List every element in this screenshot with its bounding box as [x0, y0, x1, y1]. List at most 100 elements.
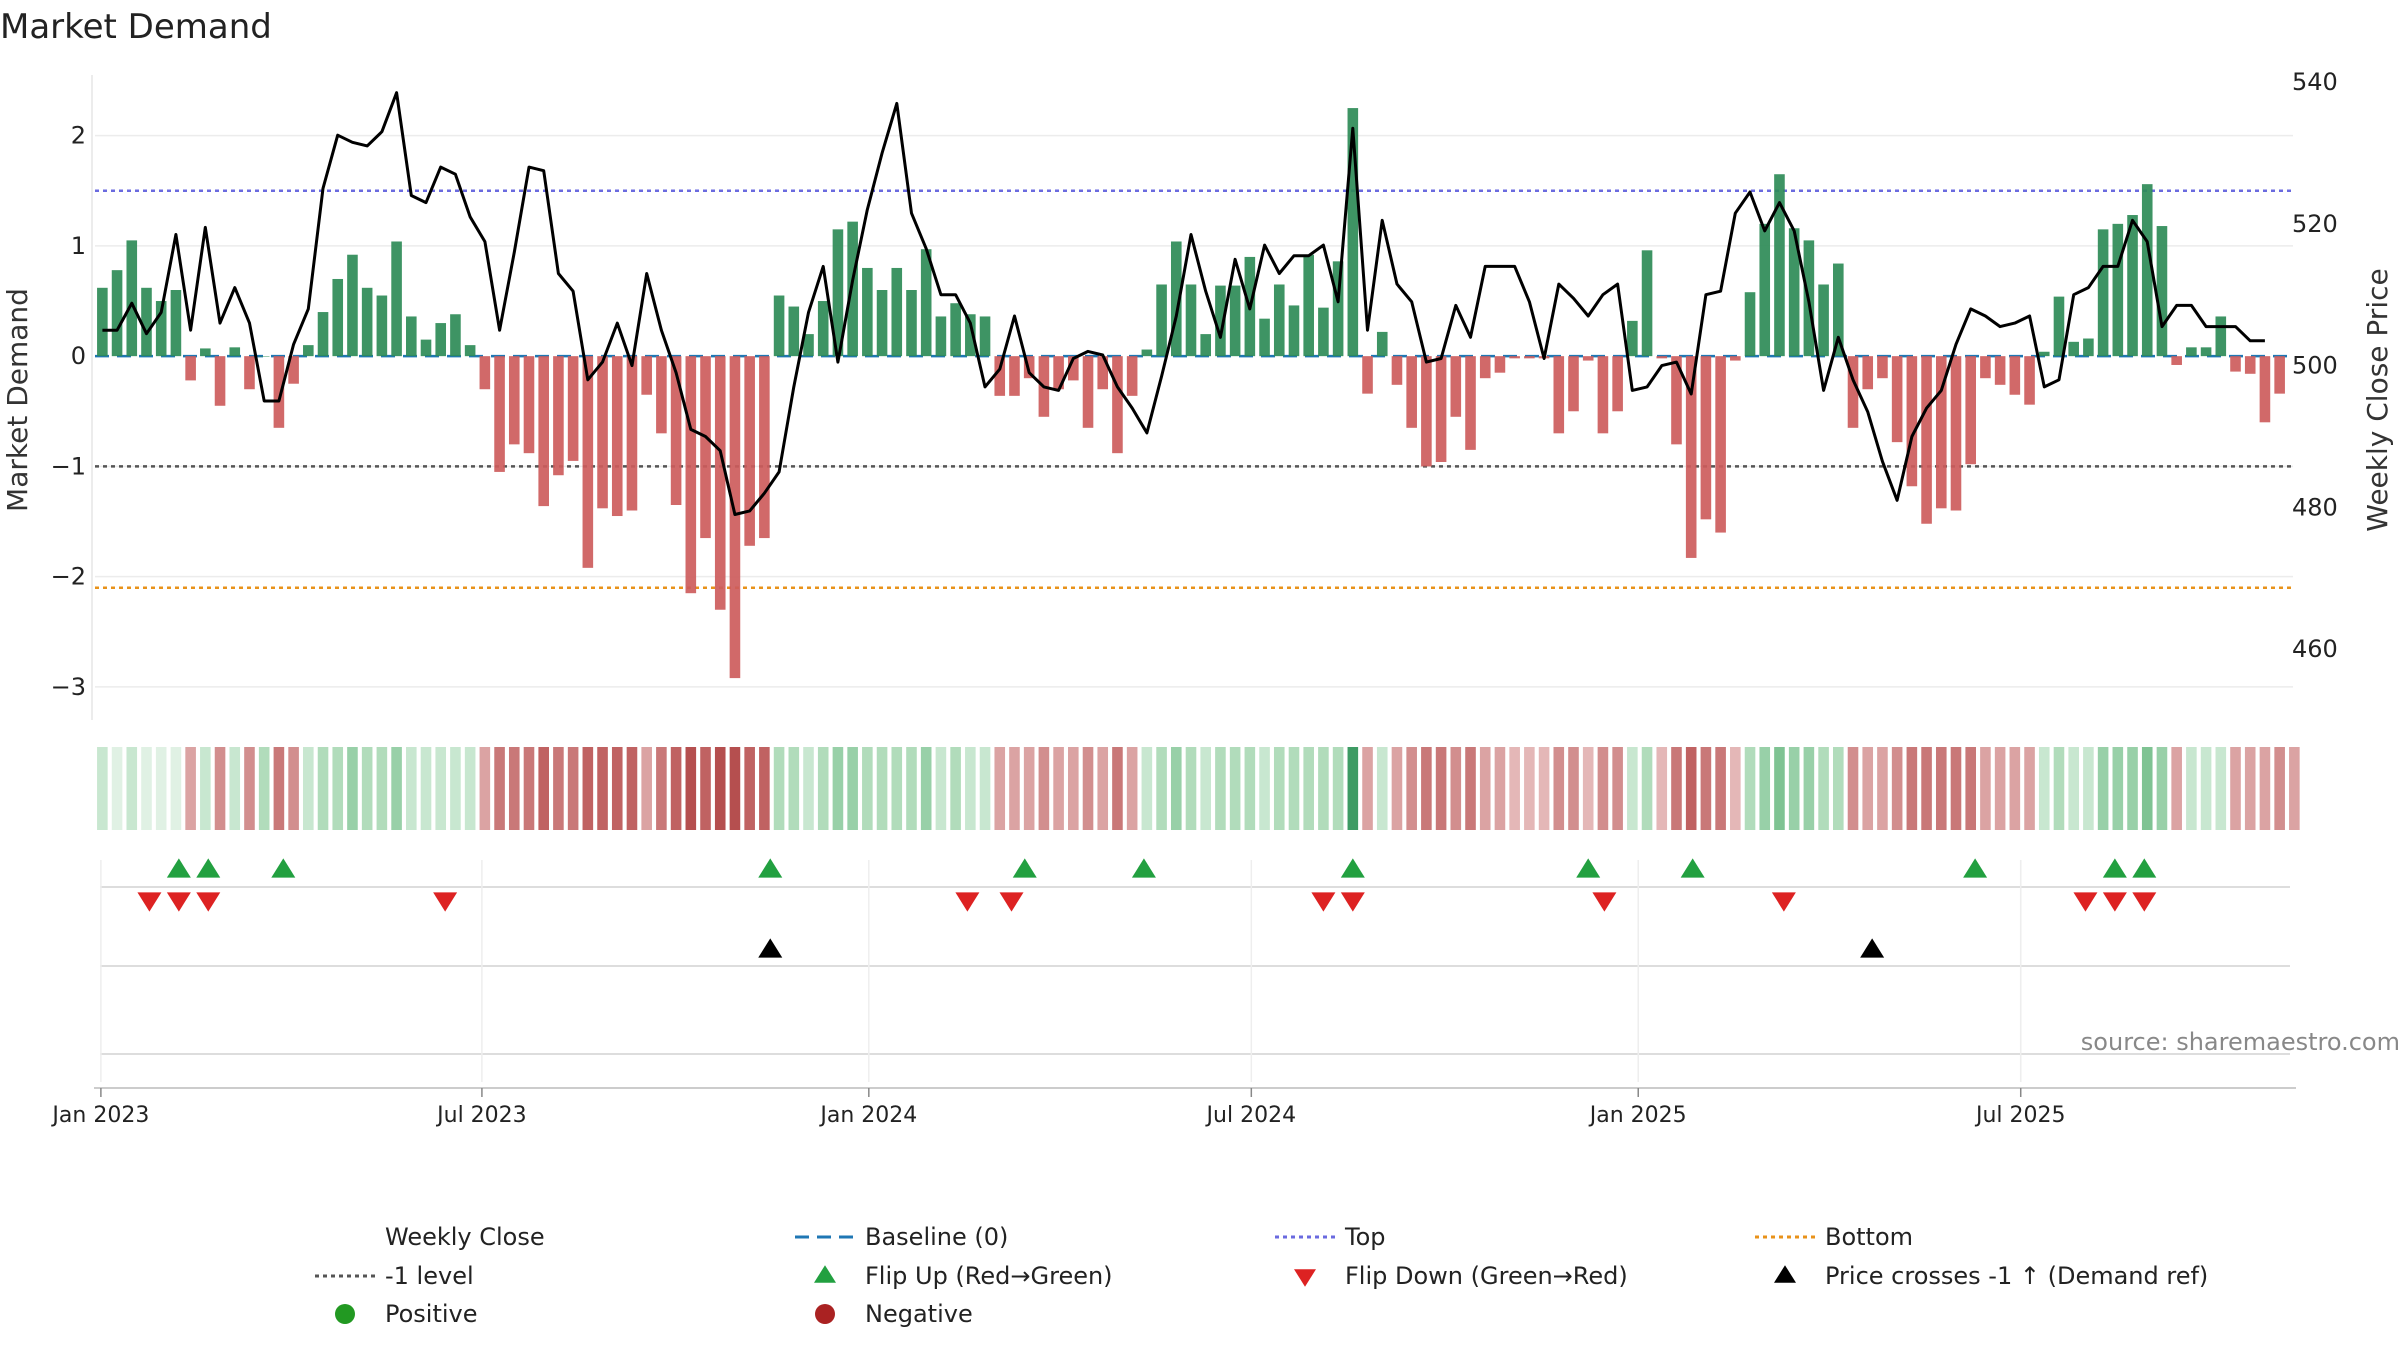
demand-bar-negative	[1553, 356, 1565, 434]
strip-cell	[2259, 747, 2271, 830]
demand-bar-negative	[700, 356, 711, 539]
demand-bar-positive	[1318, 307, 1329, 357]
strip-cell	[567, 747, 579, 830]
demand-bar-positive	[817, 301, 829, 357]
strip-cell	[1774, 747, 1785, 830]
legend-label-top: Top	[1344, 1223, 1386, 1251]
strip-cell	[2186, 747, 2197, 830]
strip-cell	[479, 747, 491, 830]
strip-cell	[450, 747, 461, 830]
flip-down-marker	[1340, 892, 1365, 912]
demand-bar-positive	[347, 254, 358, 357]
flip-down-marker	[1771, 892, 1796, 912]
demand-bar-negative	[1877, 356, 1888, 379]
legend-swatch-positive	[335, 1304, 355, 1324]
demand-bar-positive	[935, 316, 947, 357]
demand-bar-negative	[626, 356, 638, 511]
demand-bar-negative	[2244, 356, 2256, 374]
demand-bar-positive	[788, 306, 800, 357]
demand-bar-positive	[229, 347, 241, 357]
strip-cell	[273, 747, 285, 830]
strip-cell	[1803, 747, 1815, 830]
strip-cell	[1788, 747, 1800, 830]
demand-bar-negative	[2009, 356, 2021, 395]
demand-bar-negative	[1935, 356, 1947, 509]
strip-cell	[1553, 747, 1565, 830]
strip-cell	[376, 747, 388, 830]
right-axis-ticks: 540 520 500 480 460	[2292, 68, 2338, 663]
demand-bar-negative	[523, 356, 535, 454]
demand-bar-positive	[2156, 226, 2168, 357]
demand-bar-negative	[759, 356, 770, 539]
strip-cell	[1038, 747, 1050, 830]
strip-cell	[1730, 747, 1741, 830]
event-markers	[137, 858, 2157, 958]
flip-up-marker	[1131, 858, 1156, 878]
main-plot-area: 2 1 0 −1 −2 −3 540 520 500 480 460	[51, 68, 2338, 720]
strip-cell	[2127, 747, 2138, 830]
strip-cell	[1068, 747, 1079, 830]
demand-bar-positive	[97, 287, 108, 357]
demand-bar-negative	[1671, 356, 1682, 445]
demand-bar-negative	[1891, 356, 1903, 443]
demand-bar-negative	[1656, 356, 1668, 359]
flip-down-marker	[2073, 892, 2098, 912]
demand-bar-negative	[1435, 356, 1447, 462]
strip-cell	[1862, 747, 1874, 830]
demand-bar-negative	[538, 356, 549, 507]
demand-bar-negative	[1612, 356, 1623, 412]
strip-cell	[656, 747, 667, 830]
demand-bar-negative	[744, 356, 755, 546]
strip-cell	[1126, 747, 1138, 830]
strip-cell	[1921, 747, 1932, 830]
demand-bar-negative	[1391, 356, 1403, 385]
demand-bar-negative	[2274, 356, 2285, 394]
strip-cell	[332, 747, 344, 830]
demand-bar-negative	[1362, 356, 1373, 394]
legend-swatch-flip_up	[814, 1265, 836, 1283]
demand-bar-positive	[435, 323, 447, 357]
flip-up-marker	[196, 858, 221, 878]
strip-cell	[420, 747, 432, 830]
demand-bar-negative	[1847, 356, 1859, 428]
flip-up-marker	[2102, 858, 2127, 878]
demand-bar-negative	[641, 356, 652, 395]
demand-bar-positive	[1229, 285, 1241, 357]
strip-cell	[700, 747, 711, 830]
strip-cell	[2083, 747, 2094, 830]
strip-cell	[1170, 747, 1182, 830]
right-axis-label: Weekly Close Price	[2361, 268, 2394, 531]
demand-bar-negative	[1862, 356, 1874, 390]
strip-cell	[2141, 747, 2153, 830]
event-markers-panel: Jan 2023 Jul 2023 Jan 2024 Jul 2024 Jan 2025…	[50, 858, 2296, 1128]
demand-bar-positive	[2127, 215, 2138, 357]
demand-bar-negative	[479, 356, 491, 390]
flip-down-marker	[137, 892, 162, 912]
strip-cell	[170, 747, 182, 830]
strip-cell	[155, 747, 167, 830]
demand-bar-negative	[1053, 356, 1064, 390]
strip-cell	[244, 747, 255, 830]
demand-bar-positive	[141, 287, 152, 357]
flip-up-marker	[1576, 858, 1601, 878]
price-cross-marker	[1860, 938, 1885, 958]
strip-cell	[1362, 747, 1373, 830]
demand-bar-positive	[200, 348, 211, 357]
strip-cell	[2038, 747, 2050, 830]
price-cross-marker	[758, 938, 783, 958]
strip-cell	[97, 747, 108, 830]
chart-title: Market Demand	[0, 7, 272, 47]
strip-cell	[1597, 747, 1609, 830]
right-tick-label: 540	[2292, 68, 2338, 96]
strip-cell	[950, 747, 961, 830]
strip-cell	[1156, 747, 1167, 830]
grid-lines	[91, 75, 2293, 720]
strip-cell	[1082, 747, 1094, 830]
flip-up-marker	[2132, 858, 2157, 878]
demand-bar-positive	[2112, 223, 2124, 357]
demand-bar-positive	[450, 314, 461, 357]
demand-bar-negative	[1421, 356, 1432, 467]
demand-bar-positive	[1170, 241, 1182, 357]
flip-down-marker	[999, 892, 1024, 912]
